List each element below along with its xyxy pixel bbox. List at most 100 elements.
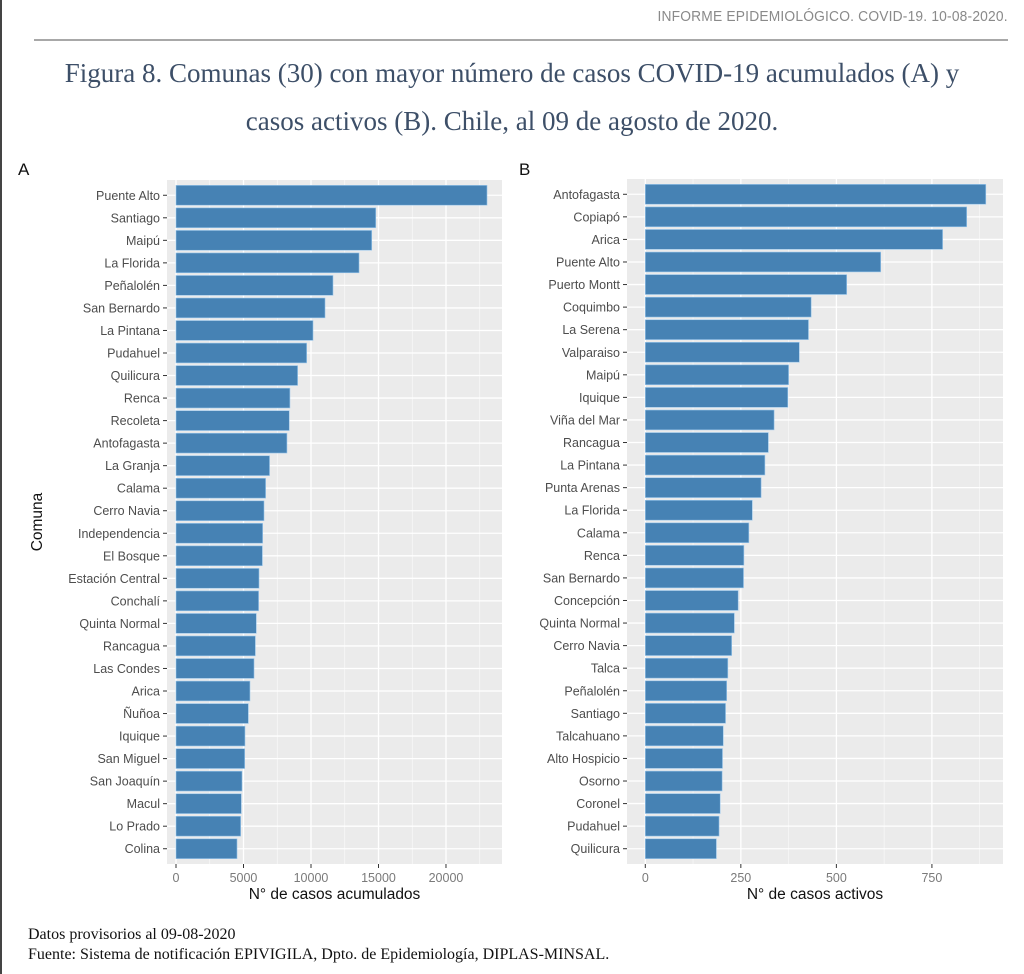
panel-a-bar: [175, 432, 288, 454]
panel-b-label: B: [519, 160, 531, 179]
panel-a-bar: [175, 815, 241, 837]
header-divider: [34, 39, 1008, 41]
panel-a-category-label: Calama: [117, 482, 160, 496]
panel-a-bar: [175, 545, 263, 567]
panel-a-bar: [175, 252, 360, 274]
panel-b-bar: [644, 454, 766, 476]
panel-a-bar: [175, 680, 251, 702]
panel-a-category-label: Estación Central: [68, 572, 160, 586]
panel-a-bar: [175, 770, 243, 792]
panel-a-bar: [175, 725, 246, 747]
panel-b-category-label: Puente Alto: [556, 255, 620, 269]
panel-b-bar: [644, 793, 721, 814]
panel-a-x-tick-label: 10000: [294, 871, 329, 885]
panel-b-bar: [644, 545, 745, 566]
panel-b-category-label: Antofagasta: [553, 188, 620, 202]
panel-b-x-tick-label: 250: [730, 871, 751, 885]
panel-b-category-label: Punta Arenas: [545, 481, 620, 495]
panel-a-category-label: Ñuñoa: [123, 707, 160, 721]
panel-b-category-label: Coquimbo: [563, 301, 620, 315]
panel-a-bar: [175, 455, 270, 476]
panel-b-category-label: Cerro Navia: [553, 639, 620, 653]
panel-b-bar: [644, 319, 809, 340]
panel-a-category-label: El Bosque: [103, 549, 160, 563]
panel-a-category-label: Pudahuel: [107, 347, 160, 361]
panel-b-category-label: La Serena: [562, 323, 620, 337]
panel-b-bar: [644, 680, 727, 701]
panel-a-bar: [175, 635, 256, 657]
panel-a-category-label: La Granja: [105, 459, 160, 473]
panel-a-bar: [175, 613, 257, 634]
panel-a-label: A: [18, 160, 30, 179]
panel-b-bar: [644, 477, 762, 498]
panel-a-category-label: Lo Prado: [109, 820, 160, 834]
panel-a-category-label: San Bernardo: [83, 301, 160, 315]
panel-b-bar: [644, 612, 735, 634]
panel-a-category-label: Peñalolén: [104, 279, 160, 293]
panel-b-category-label: Santiago: [571, 707, 620, 721]
panel-a-category-label: Macul: [127, 797, 160, 811]
panel-a-category-label: La Florida: [104, 256, 160, 270]
panel-a-category-label: Quinta Normal: [79, 617, 160, 631]
panel-b-bar: [644, 184, 987, 205]
panel-b-category-label: Coronel: [576, 797, 620, 811]
panel-a-category-label: Rancagua: [103, 639, 160, 653]
panel-a-bar: [175, 523, 263, 544]
panel-a-bar: [175, 185, 488, 206]
panel-b-category-label: Concepción: [554, 594, 620, 608]
figure-title-line-1: Figura 8. Comunas (30) con mayor número …: [64, 58, 960, 88]
panel-a-bar: [175, 365, 298, 386]
panel-b-category-label: Peñalolén: [564, 684, 620, 698]
panel-a-bar: [175, 320, 314, 341]
panel-a-bar: [175, 658, 255, 679]
panel-b-category-label: Maipú: [586, 368, 620, 382]
footer-provisional-note: Datos provisorios al 09-08-2020: [28, 926, 236, 943]
panel-b-bar: [644, 432, 769, 453]
panel-b-category-label: Copiapó: [573, 210, 620, 224]
panel-b-bar: [644, 364, 789, 386]
panel-b-category-label: Iquique: [579, 391, 620, 405]
panel-b-category-label: Pudahuel: [567, 820, 620, 834]
panel-a-category-label: Conchalí: [111, 594, 161, 608]
panel-a-bar: [175, 500, 265, 521]
panel-a-bar: [175, 793, 242, 814]
panel-b-category-label: Osorno: [579, 775, 620, 789]
panel-b-bar: [644, 815, 720, 837]
panel-a-bar: [175, 838, 238, 859]
panel-a-y-axis-title: Comuna: [29, 492, 46, 551]
panel-a-category-label: Cerro Navia: [93, 504, 160, 518]
panel-b-category-label: La Florida: [564, 504, 620, 518]
panel-b-category-label: San Bernardo: [543, 571, 620, 585]
panel-a-x-tick-label: 5000: [230, 871, 258, 885]
panel-b-category-label: La Pintana: [560, 459, 620, 473]
panel-a-category-label: Recoleta: [111, 414, 160, 428]
panel-a-category-label: Renca: [124, 392, 160, 406]
panel-b-category-label: Calama: [577, 526, 620, 540]
panel-a-bar: [175, 207, 377, 229]
panel-b-x-tick-label: 500: [826, 871, 847, 885]
panel-a-x-tick-label: 15000: [361, 871, 396, 885]
panel-b-bar: [644, 499, 753, 521]
panel-a-category-label: Colina: [125, 842, 160, 856]
panel-b-bar: [644, 387, 789, 408]
panel-b-category-label: Renca: [584, 549, 620, 563]
panel-b-category-label: Quilicura: [571, 842, 620, 856]
panel-b-bar: [644, 657, 729, 679]
panel-b-category-label: Valparaiso: [562, 346, 620, 360]
panel-a-category-label: La Pintana: [100, 324, 160, 338]
panel-b-category-label: Rancagua: [563, 436, 620, 450]
panel-b-bar: [644, 567, 744, 589]
panel-b-bar: [644, 274, 847, 295]
panel-a-category-label: Las Condes: [93, 662, 160, 676]
panel-a-x-tick-label: 20000: [429, 871, 464, 885]
panel-b-bar: [644, 770, 723, 792]
panel-b-bar: [644, 251, 882, 273]
panel-a-x-axis-title: N° de casos acumulados: [249, 886, 421, 903]
report-header: INFORME EPIDEMIOLÓGICO. COVID-19. 10-08-…: [657, 8, 1008, 25]
panel-b-bar: [644, 838, 717, 859]
panel-a-category-label: Santiago: [111, 211, 160, 225]
panel-a-bar: [175, 568, 260, 589]
panel-b-category-label: Alto Hospicio: [547, 752, 620, 766]
panel-b-x-tick-label: 750: [921, 871, 942, 885]
